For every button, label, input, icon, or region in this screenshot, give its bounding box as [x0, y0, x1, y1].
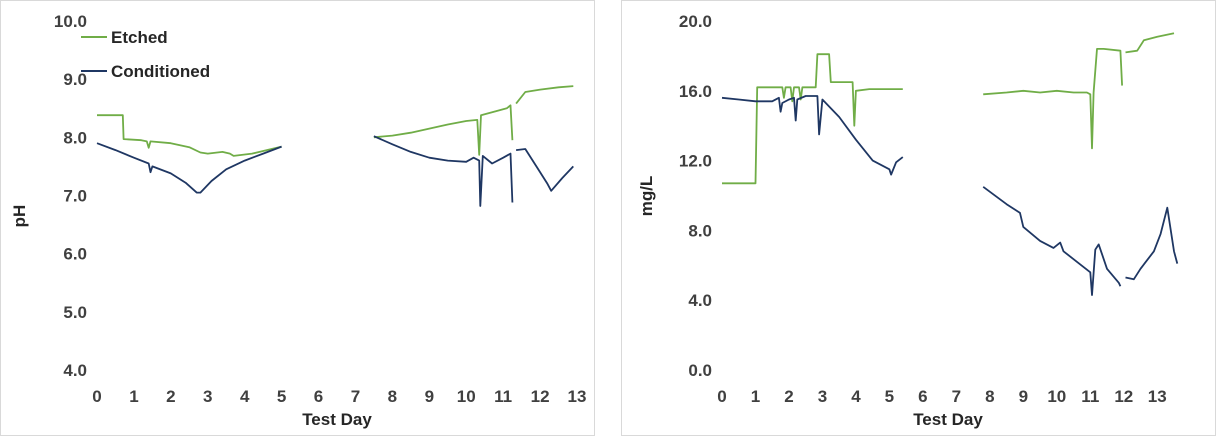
x-tick-label: 5 [885, 387, 894, 406]
series-line-conditioned [721, 95, 904, 176]
y-tick-label: 9.0 [63, 70, 87, 89]
series-line-etched [515, 85, 574, 105]
y-tick-label: 4.0 [688, 291, 712, 310]
legend-label: Conditioned [111, 62, 210, 81]
series-line-conditioned [373, 135, 514, 207]
x-tick-label: 5 [277, 387, 286, 406]
x-tick-label: 7 [952, 387, 961, 406]
x-tick-label: 12 [531, 387, 550, 406]
y-tick-label: 10.0 [54, 12, 87, 31]
series-line-etched [983, 48, 1123, 150]
concentration-chart: 0.04.08.012.016.020.00 1 2 3 4 5 6 7 8 9 10 11 12 13T… [637, 12, 1179, 429]
ph-chart-panel: 4.0 5.0 6.0 7.0 8.0 9.0 10.0 0 1 2 3 4 5 6 7 8 9 10 11 12 13… [0, 0, 595, 436]
x-tick-label: 1 [751, 387, 760, 406]
series-line-etched [97, 114, 282, 157]
x-tick-label: 6 [314, 387, 323, 406]
x-tick-label: 8 [388, 387, 397, 406]
x-tick-label: 9 [425, 387, 434, 406]
y-tick-label: 5.0 [63, 303, 87, 322]
y-tick-label: 8.0 [688, 221, 712, 240]
x-tick-label: 4 [851, 387, 861, 406]
x-tick-label: 10 [1047, 387, 1066, 406]
x-tick-label: 2 [166, 387, 175, 406]
y-tick-label: 6.0 [63, 245, 87, 264]
x-tick-label: 10 [457, 387, 476, 406]
y-axis-title: pH [10, 205, 29, 228]
x-tick-label: 13 [1148, 387, 1167, 406]
x-tick-label: 0 [92, 387, 101, 406]
y-tick-label: 20.0 [679, 12, 712, 31]
ph-chart: 4.05.06.07.08.09.010.00 1 2 3 4 5 6 7 8 9 10 11 12 13… [10, 12, 587, 429]
x-tick-label: 13 [568, 387, 587, 406]
x-axis-title: Test Day [302, 410, 372, 429]
y-tick-label: 7.0 [63, 187, 87, 206]
x-tick-label: 3 [818, 387, 827, 406]
y-tick-label: 8.0 [63, 128, 87, 147]
series-line-conditioned [96, 142, 282, 194]
x-tick-label: 3 [203, 387, 212, 406]
series-line-etched [1125, 32, 1175, 54]
x-axis-title: Test Day [913, 410, 983, 429]
x-tick-label: 9 [1019, 387, 1028, 406]
series-line-etched [373, 104, 514, 156]
series-line-conditioned [1125, 206, 1179, 281]
x-tick-label: 0 [717, 387, 726, 406]
concentration-chart-panel: 0.0 4.0 8.0 12.0 16.0 20.0 0 1 2 3 4 5 6 7 8 9 10 11 12 13 T… [621, 0, 1216, 436]
y-axis-title: mg/L [637, 176, 656, 217]
x-tick-label: 11 [1081, 387, 1099, 406]
x-tick-label: 7 [351, 387, 360, 406]
x-tick-label: 11 [494, 387, 512, 406]
y-tick-label: 0.0 [688, 361, 712, 380]
x-tick-label: 2 [784, 387, 793, 406]
x-tick-label: 8 [985, 387, 994, 406]
x-tick-label: 1 [129, 387, 138, 406]
x-tick-label: 4 [240, 387, 250, 406]
y-tick-label: 4.0 [63, 361, 87, 380]
legend-label: Etched [111, 28, 168, 47]
series-line-conditioned [982, 186, 1122, 296]
x-tick-label: 12 [1114, 387, 1133, 406]
x-tick-label: 6 [918, 387, 927, 406]
y-tick-label: 16.0 [679, 82, 712, 101]
series-line-conditioned [515, 148, 574, 192]
series-line-etched [722, 53, 903, 185]
y-tick-label: 12.0 [679, 152, 712, 171]
